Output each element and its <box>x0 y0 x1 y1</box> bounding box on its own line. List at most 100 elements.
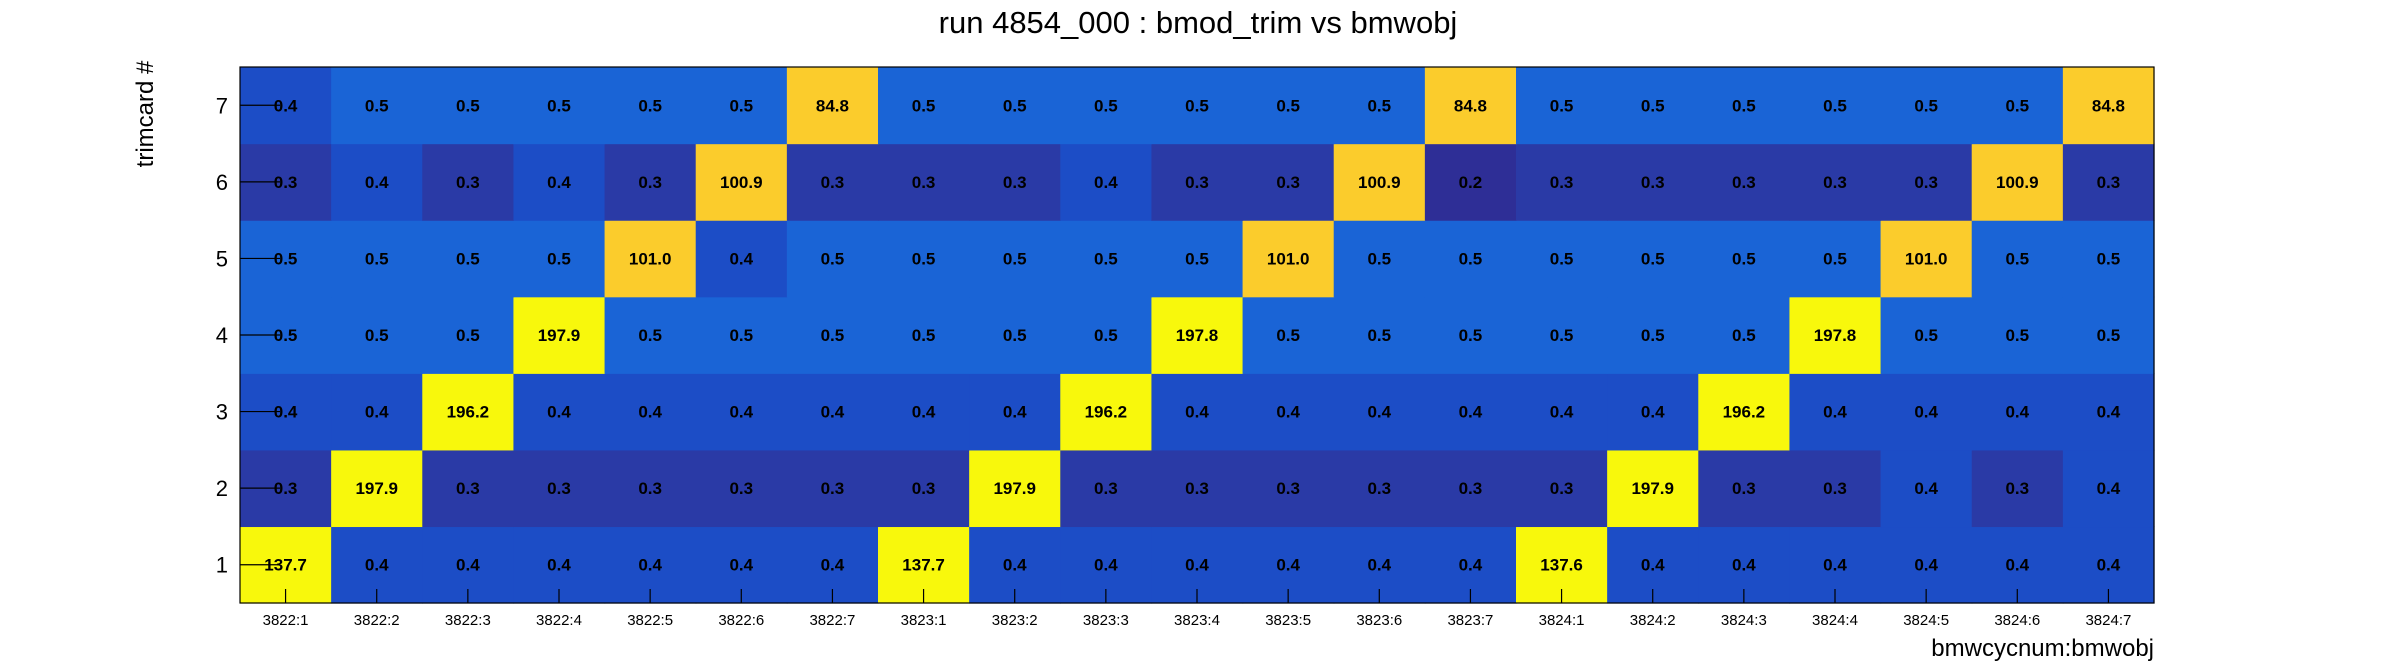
cell-value-label: 0.4 <box>729 249 753 268</box>
cell-value-label: 0.3 <box>638 479 662 498</box>
heatmap-cell <box>878 67 970 145</box>
cell-value-label: 0.4 <box>1914 479 1938 498</box>
cell-value-label: 0.4 <box>365 173 389 192</box>
cell-value-label: 0.2 <box>1459 173 1483 192</box>
x-tick-label: 3823:4 <box>1174 612 1220 629</box>
cell-value-label: 0.3 <box>1823 173 1847 192</box>
cell-value-label: 0.5 <box>1732 96 1756 115</box>
cell-value-label: 0.4 <box>456 556 480 575</box>
cell-value-label: 0.5 <box>547 96 571 115</box>
heatmap-cell <box>1880 373 1973 451</box>
heatmap-cell <box>1607 143 1699 221</box>
cell-value-label: 0.3 <box>274 479 298 498</box>
heatmap-cell <box>878 373 970 451</box>
cell-value-label: 137.7 <box>264 556 307 575</box>
heatmap-cell <box>1424 449 1517 528</box>
heatmap-cell <box>1333 373 1426 451</box>
cell-value-label: 0.4 <box>365 556 389 575</box>
heatmap-cell <box>1698 449 1791 528</box>
heatmap-cell <box>1242 449 1335 528</box>
cell-value-label: 84.8 <box>816 96 849 115</box>
cell-value-label: 0.5 <box>1003 249 1027 268</box>
heatmap-cell <box>1789 143 1882 221</box>
heatmap-cell <box>422 449 515 528</box>
x-tick-label: 3824:1 <box>1539 612 1585 629</box>
heatmap-cell <box>1607 449 1699 528</box>
heatmap-cell <box>1516 143 1608 221</box>
heatmap-cell <box>1060 449 1153 528</box>
cell-value-label: 100.9 <box>1996 173 2039 192</box>
cell-value-label: 196.2 <box>1723 403 1766 422</box>
cell-value-label: 0.4 <box>1276 556 1300 575</box>
cell-value-label: 0.5 <box>1185 249 1209 268</box>
cell-value-label: 0.4 <box>821 403 845 422</box>
heatmap-cell <box>1151 143 1244 221</box>
heatmap-cell <box>1698 220 1791 298</box>
heatmap-cell <box>969 373 1061 451</box>
cell-value-label: 0.5 <box>1914 96 1938 115</box>
cell-value-label: 0.4 <box>2097 479 2121 498</box>
cell-value-label: 0.5 <box>912 249 936 268</box>
heatmap-cell <box>1333 67 1426 145</box>
x-tick-label: 3823:1 <box>901 612 947 629</box>
cell-value-label: 0.5 <box>821 326 845 345</box>
chart-title: run 4854_000 : bmod_trim vs bmwobj <box>939 5 1458 40</box>
cell-value-label: 0.5 <box>1276 326 1300 345</box>
heatmap-cell <box>1424 143 1517 221</box>
x-tick-label: 3824:6 <box>1994 612 2040 629</box>
heatmap-cell <box>1607 373 1699 451</box>
cell-value-label: 0.4 <box>274 403 298 422</box>
heatmap-cell <box>604 67 697 145</box>
y-tick-label: 2 <box>216 476 228 501</box>
cell-value-label: 0.5 <box>1641 326 1665 345</box>
y-tick-label: 3 <box>216 400 228 425</box>
x-tick-label: 3824:3 <box>1721 612 1767 629</box>
heatmap-cell <box>786 373 879 451</box>
cell-value-label: 0.3 <box>638 173 662 192</box>
heatmap-cell <box>969 220 1061 298</box>
heatmap-cell <box>331 220 423 298</box>
cell-value-label: 0.5 <box>2005 96 2029 115</box>
heatmap-cell <box>331 449 423 528</box>
cell-value-label: 101.0 <box>1267 249 1310 268</box>
heatmap-cell <box>1333 143 1426 221</box>
cell-value-label: 0.4 <box>1094 556 1118 575</box>
cell-value-label: 101.0 <box>1905 249 1948 268</box>
cell-value-label: 0.5 <box>2005 326 2029 345</box>
cell-value-label: 0.3 <box>912 479 936 498</box>
heatmap-cell <box>1880 67 1973 145</box>
heatmap-cell <box>786 220 879 298</box>
heatmap-cell <box>422 296 515 374</box>
cell-value-label: 0.5 <box>2097 326 2121 345</box>
cell-value-label: 0.4 <box>547 556 571 575</box>
cell-value-label: 0.5 <box>1732 249 1756 268</box>
cell-value-label: 0.4 <box>1185 556 1209 575</box>
cell-value-label: 0.5 <box>729 96 753 115</box>
cell-value-label: 0.3 <box>1185 173 1209 192</box>
heatmap-cell <box>1060 220 1153 298</box>
heatmap-cell <box>1698 67 1791 145</box>
heatmap-cell <box>695 143 788 221</box>
heatmap-cell <box>1516 373 1608 451</box>
cell-value-label: 0.4 <box>1823 556 1847 575</box>
cell-value-label: 100.9 <box>720 173 763 192</box>
heatmap-cell <box>1060 373 1153 451</box>
cell-value-label: 0.5 <box>456 326 480 345</box>
cell-value-label: 0.4 <box>1641 556 1665 575</box>
cell-value-label: 197.8 <box>1814 326 1857 345</box>
cell-value-label: 137.6 <box>1540 556 1583 575</box>
cell-value-label: 197.9 <box>538 326 581 345</box>
cell-value-label: 84.8 <box>2092 96 2125 115</box>
cell-value-label: 0.4 <box>1914 403 1938 422</box>
cell-value-label: 0.3 <box>547 479 571 498</box>
heatmap-cell <box>1971 143 2064 221</box>
heatmap-cell <box>1880 296 1973 374</box>
x-tick-label: 3824:4 <box>1812 612 1858 629</box>
cell-value-label: 197.9 <box>1631 479 1674 498</box>
heatmap-cell <box>422 373 515 451</box>
heatmap-cell <box>1880 143 1973 221</box>
x-tick-label: 3824:2 <box>1630 612 1676 629</box>
heatmap-cell <box>1880 449 1973 528</box>
heatmap-cell <box>695 373 788 451</box>
